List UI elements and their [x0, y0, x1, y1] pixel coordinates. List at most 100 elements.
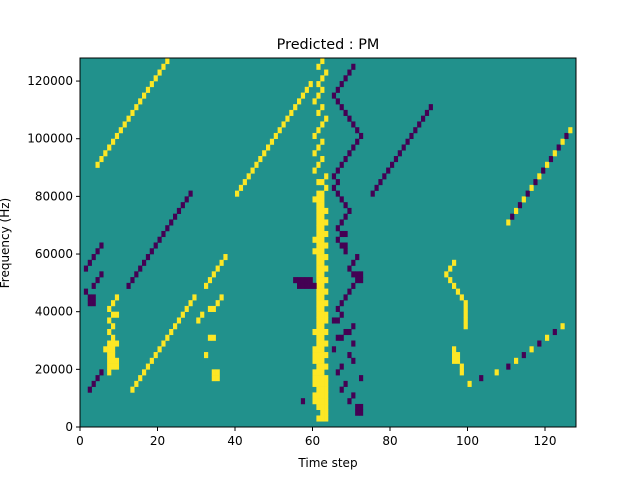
- heatmap-cell: [266, 144, 271, 151]
- heatmap-cell: [359, 277, 364, 284]
- heatmap-cell: [211, 271, 216, 278]
- heatmap-cell: [324, 386, 329, 393]
- heatmap-cell: [320, 121, 325, 128]
- heatmap-cell: [347, 115, 352, 122]
- heatmap-cell: [320, 156, 325, 163]
- heatmap-cell: [331, 317, 337, 324]
- heatmap-cell: [339, 386, 344, 393]
- y-tick-label: 40000: [35, 305, 73, 319]
- y-tick-label: 0: [65, 420, 73, 434]
- heatmap-cell: [173, 213, 178, 220]
- heatmap-cell: [324, 300, 329, 307]
- heatmap-cell: [312, 132, 317, 140]
- heatmap-cell: [153, 75, 158, 82]
- heatmap-cell: [111, 323, 116, 330]
- heatmap-cell: [417, 121, 422, 128]
- heatmap-cell: [316, 340, 321, 347]
- heatmap-cell: [428, 104, 433, 111]
- heatmap-cell: [324, 398, 329, 405]
- heatmap-cell: [281, 121, 286, 128]
- heatmap-cell: [452, 346, 457, 353]
- heatmap-cell: [455, 357, 461, 364]
- heatmap-cell: [510, 213, 515, 220]
- heatmap-cell: [192, 294, 197, 301]
- heatmap-cell: [316, 259, 321, 266]
- heatmap-cell: [320, 380, 325, 387]
- heatmap-cell: [552, 150, 557, 157]
- heatmap-cell: [107, 346, 112, 353]
- heatmap-cell: [285, 115, 290, 122]
- heatmap-cell: [207, 334, 213, 341]
- heatmap-cell: [324, 230, 329, 238]
- heatmap-cell: [161, 63, 166, 70]
- heatmap-cell: [452, 352, 457, 359]
- heatmap-cell: [339, 161, 344, 168]
- heatmap-cell: [335, 179, 340, 186]
- heatmap-cell: [165, 225, 170, 232]
- heatmap-cell: [111, 340, 116, 347]
- heatmap-cell: [463, 311, 468, 318]
- heatmap-cell: [316, 346, 321, 353]
- heatmap-cell: [335, 86, 340, 93]
- heatmap-cell: [138, 98, 143, 105]
- heatmap-cell: [525, 190, 530, 197]
- heatmap-cell: [114, 294, 120, 301]
- heatmap-cell: [111, 138, 116, 145]
- heatmap-cell: [347, 398, 352, 405]
- heatmap-cell: [320, 242, 325, 249]
- heatmap-cell: [479, 375, 484, 382]
- heatmap-cell: [107, 363, 112, 370]
- heatmap-cell: [320, 230, 325, 238]
- heatmap-cell: [316, 334, 321, 341]
- heatmap-cell: [91, 300, 96, 307]
- heatmap-cell: [316, 144, 321, 151]
- heatmap-cell: [134, 271, 139, 278]
- heatmap-cell: [312, 282, 317, 289]
- heatmap-cell: [304, 86, 309, 93]
- y-tick-label: 100000: [27, 132, 73, 146]
- heatmap-cell: [324, 352, 329, 359]
- heatmap-cell: [107, 144, 112, 151]
- y-axis: 0 20000 40000 60000 80000 100000 120000: [27, 74, 80, 434]
- heatmap-cell: [316, 271, 321, 278]
- heatmap-cell: [297, 282, 302, 289]
- heatmap-cell: [347, 207, 352, 214]
- y-tick-label: 20000: [35, 362, 73, 376]
- heatmap-cell: [91, 282, 96, 289]
- heatmap-cell: [95, 375, 100, 382]
- heatmap-cell: [138, 375, 143, 382]
- x-axis-label: Time step: [297, 456, 357, 470]
- heatmap-cell: [297, 98, 302, 105]
- x-tick-label: 120: [534, 434, 557, 448]
- heatmap-cell: [204, 282, 209, 289]
- heatmap-cell: [134, 104, 139, 111]
- heatmap-cell: [339, 196, 344, 203]
- heatmap-cell: [359, 132, 364, 140]
- heatmap-cell: [355, 254, 360, 261]
- heatmap-cell: [320, 415, 325, 422]
- heatmap-cell: [145, 363, 151, 370]
- heatmap-cell: [355, 409, 360, 416]
- heatmap-cell: [138, 265, 143, 272]
- heatmap-cell: [347, 328, 352, 336]
- heatmap-cell: [114, 132, 120, 140]
- heatmap-cell: [316, 323, 321, 330]
- heatmap-cell: [320, 248, 325, 255]
- heatmap-cell: [331, 173, 337, 180]
- heatmap-cell: [215, 300, 220, 307]
- heatmap-cell: [312, 398, 317, 405]
- heatmap-cell: [335, 98, 340, 105]
- heatmap-cell: [316, 219, 321, 226]
- heatmap-cell: [316, 317, 321, 324]
- heatmap-cell: [254, 161, 259, 168]
- heatmap-cell: [320, 352, 325, 359]
- heatmap-cell: [351, 282, 356, 289]
- heatmap-cell: [320, 190, 325, 197]
- heatmap-cell: [134, 380, 139, 387]
- heatmap-cell: [545, 161, 550, 168]
- heatmap-cell: [351, 144, 356, 151]
- heatmap-cell: [316, 230, 321, 238]
- heatmap-cell: [343, 242, 348, 249]
- heatmap-cell: [335, 369, 340, 376]
- heatmap-cell: [188, 300, 193, 307]
